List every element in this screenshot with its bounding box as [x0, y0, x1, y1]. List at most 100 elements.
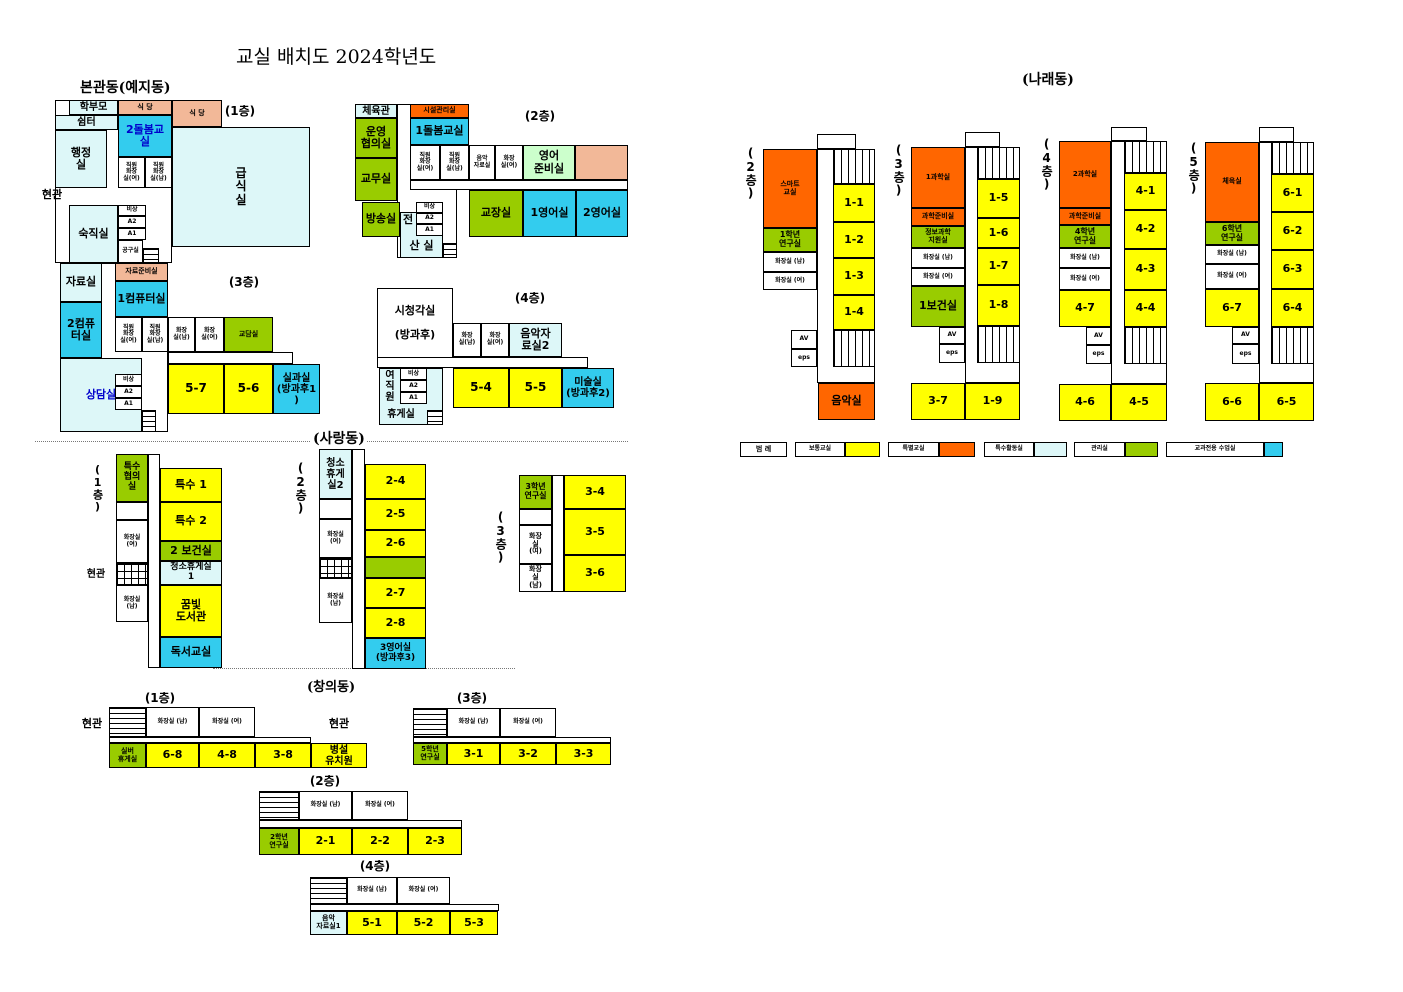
room-f2-smart: 스마트 교실: [763, 149, 817, 228]
wall-block: [413, 737, 611, 743]
room-f2-jeon: 전: [402, 212, 414, 226]
room-f1-geupsik: 급식실: [172, 127, 310, 247]
legend-title: 범 례: [740, 442, 787, 457]
room-f5-6-3: 6-3: [1271, 250, 1314, 289]
room-f3-1-9: 1-9: [965, 383, 1020, 420]
legend-label: 특수활동실: [984, 442, 1034, 457]
room-f1-a2: A2: [118, 216, 146, 228]
wall-block: [365, 557, 426, 578]
room-f4-yeojikwon: 여 직 원: [385, 370, 395, 402]
legend-swatch: [1264, 442, 1283, 457]
floor-label: (2층): [524, 110, 556, 124]
room-f3-wc-w: 화장 실 (여): [519, 525, 552, 564]
room-f3-silgwa: 실과실 (방과후1 ): [273, 364, 320, 414]
room-f1-wc-w: 화장실 (여): [199, 707, 255, 737]
room-f1-sikdang2: 식 당: [172, 100, 222, 127]
room-f2-unyeong: 운영 협의실: [355, 118, 397, 158]
room-f5-eps: eps: [1232, 344, 1259, 364]
stairs-icon: [413, 708, 447, 737]
stairs-icon: [427, 410, 443, 425]
entrance-label: 현관: [86, 568, 106, 580]
room-f3-3-5: 3-5: [564, 509, 626, 555]
changui-building-title: (창의동): [305, 676, 358, 695]
floor-label: (3층): [891, 142, 906, 197]
wall-block: [965, 132, 1000, 147]
room-f3-3-4: 3-4: [564, 475, 626, 509]
room-f3-av: AV: [939, 327, 965, 344]
room-f5-6-4: 6-4: [1271, 289, 1314, 327]
room-f1-shimteo: 쉼터: [55, 115, 118, 130]
wall-block: [575, 145, 628, 180]
room-f1-hakbumo: 학부모: [69, 100, 118, 115]
wall-block: [116, 502, 148, 520]
room-f2-eumak-jaryo: 음악 자료실: [469, 145, 495, 180]
room-f1-staff-wc-m: 직원 화장 실(남): [145, 157, 172, 188]
entrance-label: 현관: [41, 188, 63, 201]
room-f4-5-3: 5-3: [450, 911, 498, 935]
stairs-icon: [310, 877, 347, 904]
legend-label: 교과전용 수업실: [1166, 442, 1264, 457]
room-f3-3-6: 3-6: [564, 555, 626, 592]
stairs-icon: [1124, 141, 1167, 173]
stairs-icon: [977, 326, 1020, 363]
floor-label: (3층): [493, 510, 508, 564]
room-f4-lab4: 4학년 연구실: [1059, 225, 1111, 248]
stairs-icon: [142, 410, 156, 432]
room-f5-wc-w: 화장실 (여): [1205, 264, 1259, 289]
room-f3-com1: 1컴퓨터실: [115, 281, 168, 317]
room-f2-2-7: 2-7: [365, 578, 426, 608]
room-f4-a2: A2: [400, 380, 427, 392]
room-f1-4-8: 4-8: [199, 743, 255, 768]
entrance-label: 현관: [328, 717, 350, 730]
room-f4-bisang: 비상: [400, 368, 427, 380]
room-f2-lab2: 2학년 연구실: [259, 828, 299, 855]
room-f4-5-5: 5-5: [509, 368, 562, 408]
room-f1-library: 꿈빛 도서관: [160, 585, 222, 637]
room-f2-gyojang: 교장실: [469, 190, 523, 237]
stairs-icon: [443, 243, 457, 258]
room-f2-wc-w: 화장실 (여): [763, 272, 817, 290]
room-f2-wc-m: 화장실 (남): [299, 791, 352, 820]
wall-block: [310, 904, 499, 911]
wall-block: [377, 357, 588, 368]
floor-label: (3층): [228, 276, 260, 290]
room-f2-av: AV: [791, 330, 817, 349]
floor-label: (2층): [743, 145, 758, 200]
floor-label: (1층): [224, 105, 256, 119]
room-f2-eng-junbi: 영어 준비실: [523, 145, 575, 180]
wall-block: [148, 454, 160, 668]
wall-block: [410, 180, 628, 190]
room-f2-a1: A1: [416, 224, 443, 236]
room-f3-lab5: 5학년 연구실: [413, 743, 447, 765]
room-f3-junbi: 과학준비실: [911, 208, 965, 226]
room-f4-wc-w: 화장 실(여): [481, 323, 509, 357]
room-f1-byeongseol: 병설 유치원: [311, 743, 367, 768]
room-f2-2-6: 2-6: [365, 530, 426, 557]
floor-label: (3층): [456, 692, 488, 706]
room-f3-wc-m: 화장실 (남): [911, 248, 965, 268]
room-f3-staff-wc-m: 직원 화장 실(남): [142, 317, 168, 352]
room-f4-eumak2: 음악자 료실2: [509, 323, 562, 357]
room-f3-wc-m: 화장실 (남): [447, 708, 500, 737]
room-f2-eng3: 3영어실 (방과후3): [365, 638, 426, 669]
stairs-icon: [259, 791, 299, 820]
room-f4-4-2: 4-2: [1124, 210, 1167, 249]
room-f3-wc-w: 화장실 (여): [500, 708, 556, 737]
room-f3-1-5: 1-5: [977, 179, 1020, 218]
room-f2-1-3: 1-3: [833, 258, 875, 295]
room-f5-6-1: 6-1: [1271, 174, 1314, 212]
legend-swatch: [939, 442, 975, 457]
room-f2-wc-m: 화장실 (남): [763, 252, 817, 272]
room-f3-wc-w: 화장실 (여): [911, 268, 965, 286]
room-f2-wc-w: 화장실 (여): [352, 791, 408, 820]
room-f1-bisang: 비상: [118, 205, 146, 216]
floor-label: (4층): [359, 860, 391, 874]
room-f1-wc-w: 화장실 (여): [116, 520, 148, 563]
room-f3-a2: A2: [115, 386, 142, 398]
room-f5-6-2: 6-2: [1271, 212, 1314, 250]
room-f4-4-3: 4-3: [1124, 249, 1167, 290]
room-f1-sukjik: 숙직실: [69, 205, 118, 263]
room-f4-wc-w: 화장실 (여): [1059, 268, 1111, 290]
room-f5-cheyuk: 체육실: [1205, 142, 1259, 222]
main-building-title: 본관동(예지동): [78, 77, 173, 97]
